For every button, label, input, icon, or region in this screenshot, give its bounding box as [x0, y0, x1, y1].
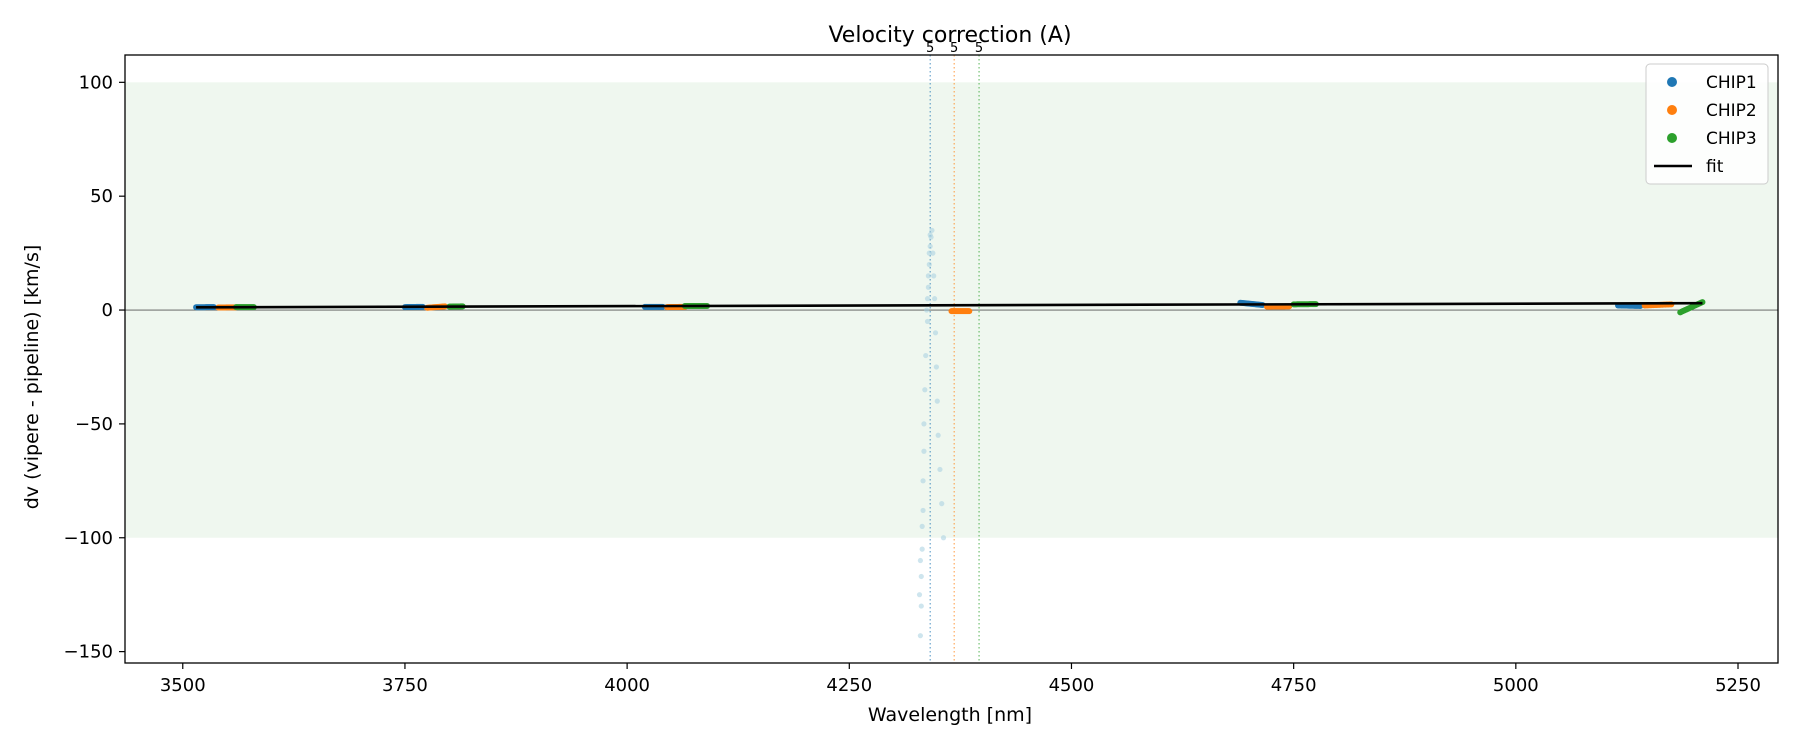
outlier-point — [919, 546, 925, 552]
outlier-point — [920, 507, 926, 514]
fit-layer — [196, 301, 1703, 309]
outlier-point — [926, 250, 932, 256]
x-axis-label: Wavelength [nm] — [868, 704, 1032, 726]
outlier-point — [919, 523, 925, 529]
outlier-point — [939, 500, 945, 507]
outlier-point — [924, 296, 931, 302]
x-tick-label: 3750 — [382, 675, 428, 696]
outlier-point — [940, 535, 947, 541]
outlier-point — [921, 448, 927, 454]
outlier-point — [918, 573, 924, 580]
legend-label-chip1: CHIP1 — [1706, 73, 1757, 93]
outlier-point — [918, 603, 924, 609]
y-tick-label: −150 — [64, 642, 113, 663]
marker-label-2: 5 — [950, 41, 958, 56]
x-tick-label: 4750 — [1271, 675, 1317, 696]
axes-layer: 3500 3750 4000 4250 4500 4750 5000 5250 −150 −100… — [64, 54, 1779, 696]
marker-label-3: 5 — [975, 41, 983, 56]
legend-label-chip3: CHIP3 — [1706, 129, 1757, 149]
x-tick-label: 4500 — [1049, 675, 1095, 696]
y-tick-label: 100 — [79, 72, 113, 93]
x-tick-label: 5000 — [1493, 675, 1539, 696]
vertical-markers-layer: 5 5 5 — [926, 41, 983, 663]
legend-marker-chip3 — [1667, 133, 1677, 143]
y-tick-label: 0 — [102, 300, 113, 321]
outlier-point — [923, 352, 929, 359]
outlier-point — [934, 398, 940, 404]
outlier-point — [917, 633, 923, 639]
outlier-point — [925, 273, 931, 279]
outlier-point — [927, 232, 933, 238]
outlier-points-layer — [916, 227, 947, 639]
legend-box — [1645, 63, 1769, 185]
chart-title: Velocity correction (A) — [828, 23, 1071, 48]
marker-label-1: 5 — [926, 41, 934, 56]
outlier-point — [935, 432, 941, 438]
y-tick-label: −50 — [75, 414, 113, 435]
outlier-point — [932, 296, 938, 302]
outlier-point — [921, 421, 927, 427]
legend: CHIP1 CHIP2 CHIP3 fit — [1645, 63, 1769, 185]
outlier-point — [930, 250, 936, 256]
outlier-point — [922, 387, 928, 393]
outlier-point — [927, 243, 933, 249]
outlier-point — [924, 318, 931, 325]
x-tick-label: 5250 — [1715, 675, 1761, 696]
y-tick-label: 50 — [90, 186, 113, 207]
outlier-point — [925, 284, 931, 290]
plot-frame — [124, 54, 1779, 664]
data-point-chip2 — [966, 308, 973, 315]
legend-marker-chip2 — [1667, 105, 1677, 115]
outlier-point — [933, 364, 939, 370]
legend-label-fit: fit — [1706, 157, 1724, 177]
x-tick-label: 3500 — [160, 675, 206, 696]
y-axis-label: dv (vipere - pipeline) [km/s] — [21, 245, 43, 510]
y-tick-label: −100 — [64, 528, 113, 549]
outlier-point — [932, 330, 939, 336]
legend-label-chip2: CHIP2 — [1706, 101, 1757, 121]
fit-line — [196, 301, 1703, 309]
outlier-point — [931, 273, 937, 279]
outlier-point — [916, 592, 923, 598]
x-tick-label: 4000 — [604, 675, 650, 696]
outlier-point — [917, 557, 923, 564]
outlier-point — [926, 261, 932, 268]
outlier-point — [920, 478, 926, 484]
outlier-point — [924, 307, 930, 313]
outlier-point — [937, 466, 943, 473]
legend-marker-chip1 — [1667, 77, 1677, 87]
x-tick-label: 4250 — [826, 675, 872, 696]
outlier-point — [929, 227, 935, 233]
